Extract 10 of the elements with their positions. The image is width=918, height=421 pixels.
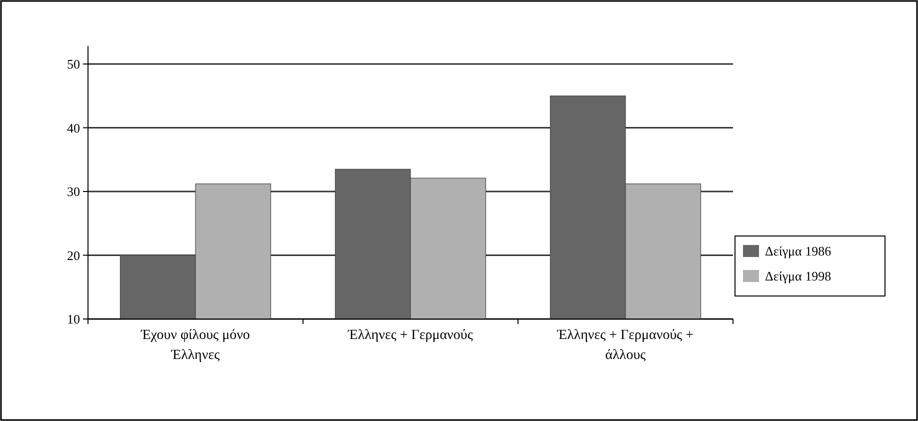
y-tick-label: 20 bbox=[67, 248, 80, 263]
x-tick-label: Έχουν φίλους μόνο Έλληνες bbox=[140, 328, 250, 363]
x-tick-label: Έλληνες + Γερμανούς bbox=[347, 328, 474, 343]
x-tick-label: Έλληνες + Γερμανούς + άλλους bbox=[556, 328, 694, 363]
y-tick-label: 10 bbox=[67, 312, 80, 327]
y-tick-label: 40 bbox=[67, 120, 80, 136]
legend-label: Δείγμα 1986 bbox=[765, 244, 832, 259]
legend-label: Δείγμα 1998 bbox=[765, 268, 832, 284]
y-tick-label: 50 bbox=[67, 56, 80, 72]
y-tick-label: 30 bbox=[67, 184, 80, 200]
